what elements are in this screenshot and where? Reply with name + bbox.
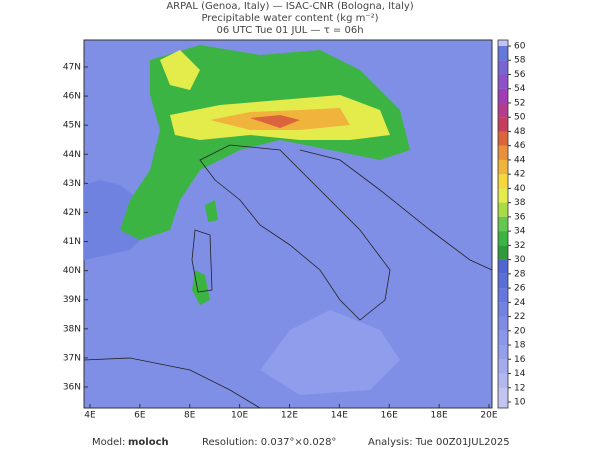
colorbar-label: 60 (514, 42, 526, 52)
footer-model: moloch (128, 437, 169, 448)
lat-label: 38N (63, 324, 81, 334)
colorbar-border (497, 39, 509, 409)
coastline (191, 229, 213, 293)
colorbar-label: 48 (514, 127, 526, 137)
colorbar-label: 30 (514, 255, 526, 265)
colorbar-label: 58 (514, 56, 526, 66)
lat-label: 47N (63, 63, 81, 73)
colorbar-label: 54 (514, 84, 526, 94)
colorbar-segment (498, 231, 508, 246)
colorbar-label: 40 (514, 184, 526, 194)
colorbar-label: 26 (514, 284, 526, 294)
colorbar-segment (498, 74, 508, 89)
field-patch (260, 310, 400, 395)
colorbar-segment (498, 245, 508, 260)
colorbar-segment (498, 345, 508, 360)
lon-label: 4E (84, 411, 96, 421)
colorbar-label: 36 (514, 212, 526, 222)
title-line: Precipitable water content (kg m⁻²) (201, 13, 378, 24)
colorbar-segment (498, 159, 508, 175)
colorbar-segment (498, 259, 508, 274)
lat-label: 39N (63, 295, 81, 305)
colorbar-segment (498, 46, 508, 61)
colorbar-segment (498, 88, 508, 103)
colorbar-label: 24 (514, 298, 526, 308)
coastline (199, 144, 391, 321)
lon-label: 10E (231, 411, 248, 421)
colorbar-segment (498, 316, 508, 331)
colorbar-segment (498, 117, 508, 132)
colorbar-label: 50 (514, 113, 526, 123)
colorbar-label: 18 (514, 341, 526, 351)
colorbar-label: 16 (514, 355, 526, 365)
lat-label: 36N (63, 383, 81, 393)
colorbar-segment (498, 330, 508, 346)
footer-resolution: Resolution: 0.037°×0.028° (202, 437, 336, 448)
lon-label: 6E (134, 411, 146, 421)
lat-label: 42N (63, 208, 81, 218)
colorbar-segment (498, 373, 508, 388)
colorbar-segment (498, 216, 508, 232)
lat-label: 41N (63, 237, 81, 247)
colorbar-segment (498, 188, 508, 203)
colorbar-label: 44 (514, 155, 526, 165)
colorbar-segment (498, 359, 508, 374)
lon-label: 14E (331, 411, 348, 421)
lat-label: 44N (63, 150, 81, 160)
colorbar-label: 56 (514, 70, 526, 80)
colorbar-segment (498, 273, 508, 289)
colorbar-label: 42 (514, 170, 525, 180)
colorbar-label: 32 (514, 241, 525, 251)
colorbar-segment (498, 202, 508, 217)
colorbar-label: 38 (514, 198, 526, 208)
lon-label: 18E (431, 411, 448, 421)
colorbar-label: 34 (514, 227, 526, 237)
lon-label: 8E (184, 411, 196, 421)
map-field (83, 39, 493, 409)
title-line: 06 UTC Tue 01 JUL — τ = 06h (216, 25, 363, 36)
colorbar-label: 28 (514, 269, 526, 279)
colorbar-segment (498, 288, 508, 303)
coastline (299, 149, 493, 271)
colorbar-label: 14 (514, 369, 526, 379)
footer-analysis: Analysis: Tue 00Z01JUL2025 (368, 437, 510, 448)
field-patch (120, 45, 410, 240)
colorbar-segment (498, 131, 508, 146)
colorbar-label: 46 (514, 141, 526, 151)
colorbar-label: 52 (514, 98, 525, 108)
colorbar-label: 10 (514, 398, 526, 408)
lat-label: 46N (63, 92, 81, 102)
field-patch (160, 50, 200, 90)
title-line: ARPAL (Genoa, Italy) — ISAC-CNR (Bologna… (166, 1, 413, 12)
lat-label: 43N (63, 179, 81, 189)
coastline (83, 357, 261, 409)
lat-label: 45N (63, 121, 81, 131)
colorbar-segment (498, 102, 508, 118)
lon-label: 20E (480, 411, 497, 421)
colorbar-segment (498, 145, 508, 160)
field-patch (250, 115, 300, 128)
colorbar-segment (498, 60, 508, 75)
field-patch (205, 200, 218, 222)
colorbar-label: 12 (514, 383, 525, 393)
colorbar-segment (498, 302, 508, 317)
colorbar-label: 22 (514, 312, 525, 322)
lon-label: 12E (281, 411, 298, 421)
lat-label: 37N (63, 353, 81, 363)
lat-label: 40N (63, 266, 81, 276)
footer-model-label: Model: (92, 437, 125, 448)
colorbar-label: 20 (514, 326, 526, 336)
lon-label: 16E (381, 411, 398, 421)
field-patch (192, 270, 210, 305)
colorbar-segment (498, 174, 508, 189)
colorbar-segment (498, 387, 508, 402)
